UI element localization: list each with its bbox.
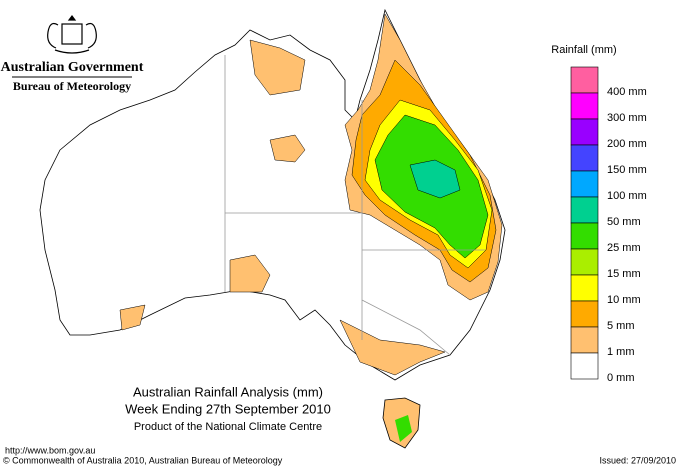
legend-label: 5 mm (607, 320, 635, 332)
legend-label: 15 mm (607, 268, 641, 280)
legend: 400 mm 300 mm 200 mm 150 mm 100 mm 50 mm 25 mm… (570, 66, 647, 384)
legend-swatch (570, 118, 599, 146)
rainfall-areas (119, 13, 503, 376)
legend-label: 400 mm (607, 86, 647, 98)
rain-50mm (409, 159, 461, 199)
legend-label: 150 mm (607, 164, 647, 176)
legend-label: 25 mm (607, 242, 641, 254)
legend-label: 300 mm (607, 112, 647, 124)
legend-swatch (570, 248, 599, 276)
legend-label: 100 mm (607, 190, 647, 202)
subtitle: Product of the National Climate Centre (134, 421, 322, 433)
legend-label: 50 mm (607, 216, 641, 228)
legend-swatch (570, 326, 599, 354)
legend-swatch (570, 222, 599, 250)
legend-label: 0 mm (607, 372, 635, 384)
rain-patch (119, 304, 146, 331)
rain-patch (269, 134, 306, 163)
legend-label: 200 mm (607, 138, 647, 150)
footer-copyright: © Commonwealth of Australia 2010, Austra… (3, 455, 283, 465)
legend-swatch (570, 170, 599, 198)
bureau-name: Bureau of Meteorology (13, 79, 131, 93)
legend-swatch (570, 274, 599, 302)
rain-patch (339, 319, 446, 376)
legend-swatch (570, 66, 599, 94)
legend-label: 10 mm (607, 294, 641, 306)
legend-swatch (570, 144, 599, 172)
legend-label: 1 mm (607, 346, 635, 358)
legend-swatch (570, 300, 599, 328)
legend-swatch (570, 196, 599, 224)
agency-name: Australian Government (1, 60, 144, 75)
footer-url: http://www.bom.gov.au (5, 445, 95, 455)
state-borders (224, 55, 485, 356)
title-line: Australian Rainfall Analysis (mm) (133, 384, 323, 399)
rain-patch (249, 39, 306, 96)
legend-title: Rainfall (mm) (551, 44, 616, 56)
rain-patch (229, 254, 271, 293)
legend-swatch (570, 92, 599, 120)
tasmania-rain (395, 415, 412, 442)
title-line: Week Ending 27th September 2010 (125, 401, 331, 416)
coat-of-arms (47, 15, 97, 54)
legend-swatch (570, 352, 599, 380)
footer-issued: Issued: 27/09/2010 (599, 455, 676, 465)
